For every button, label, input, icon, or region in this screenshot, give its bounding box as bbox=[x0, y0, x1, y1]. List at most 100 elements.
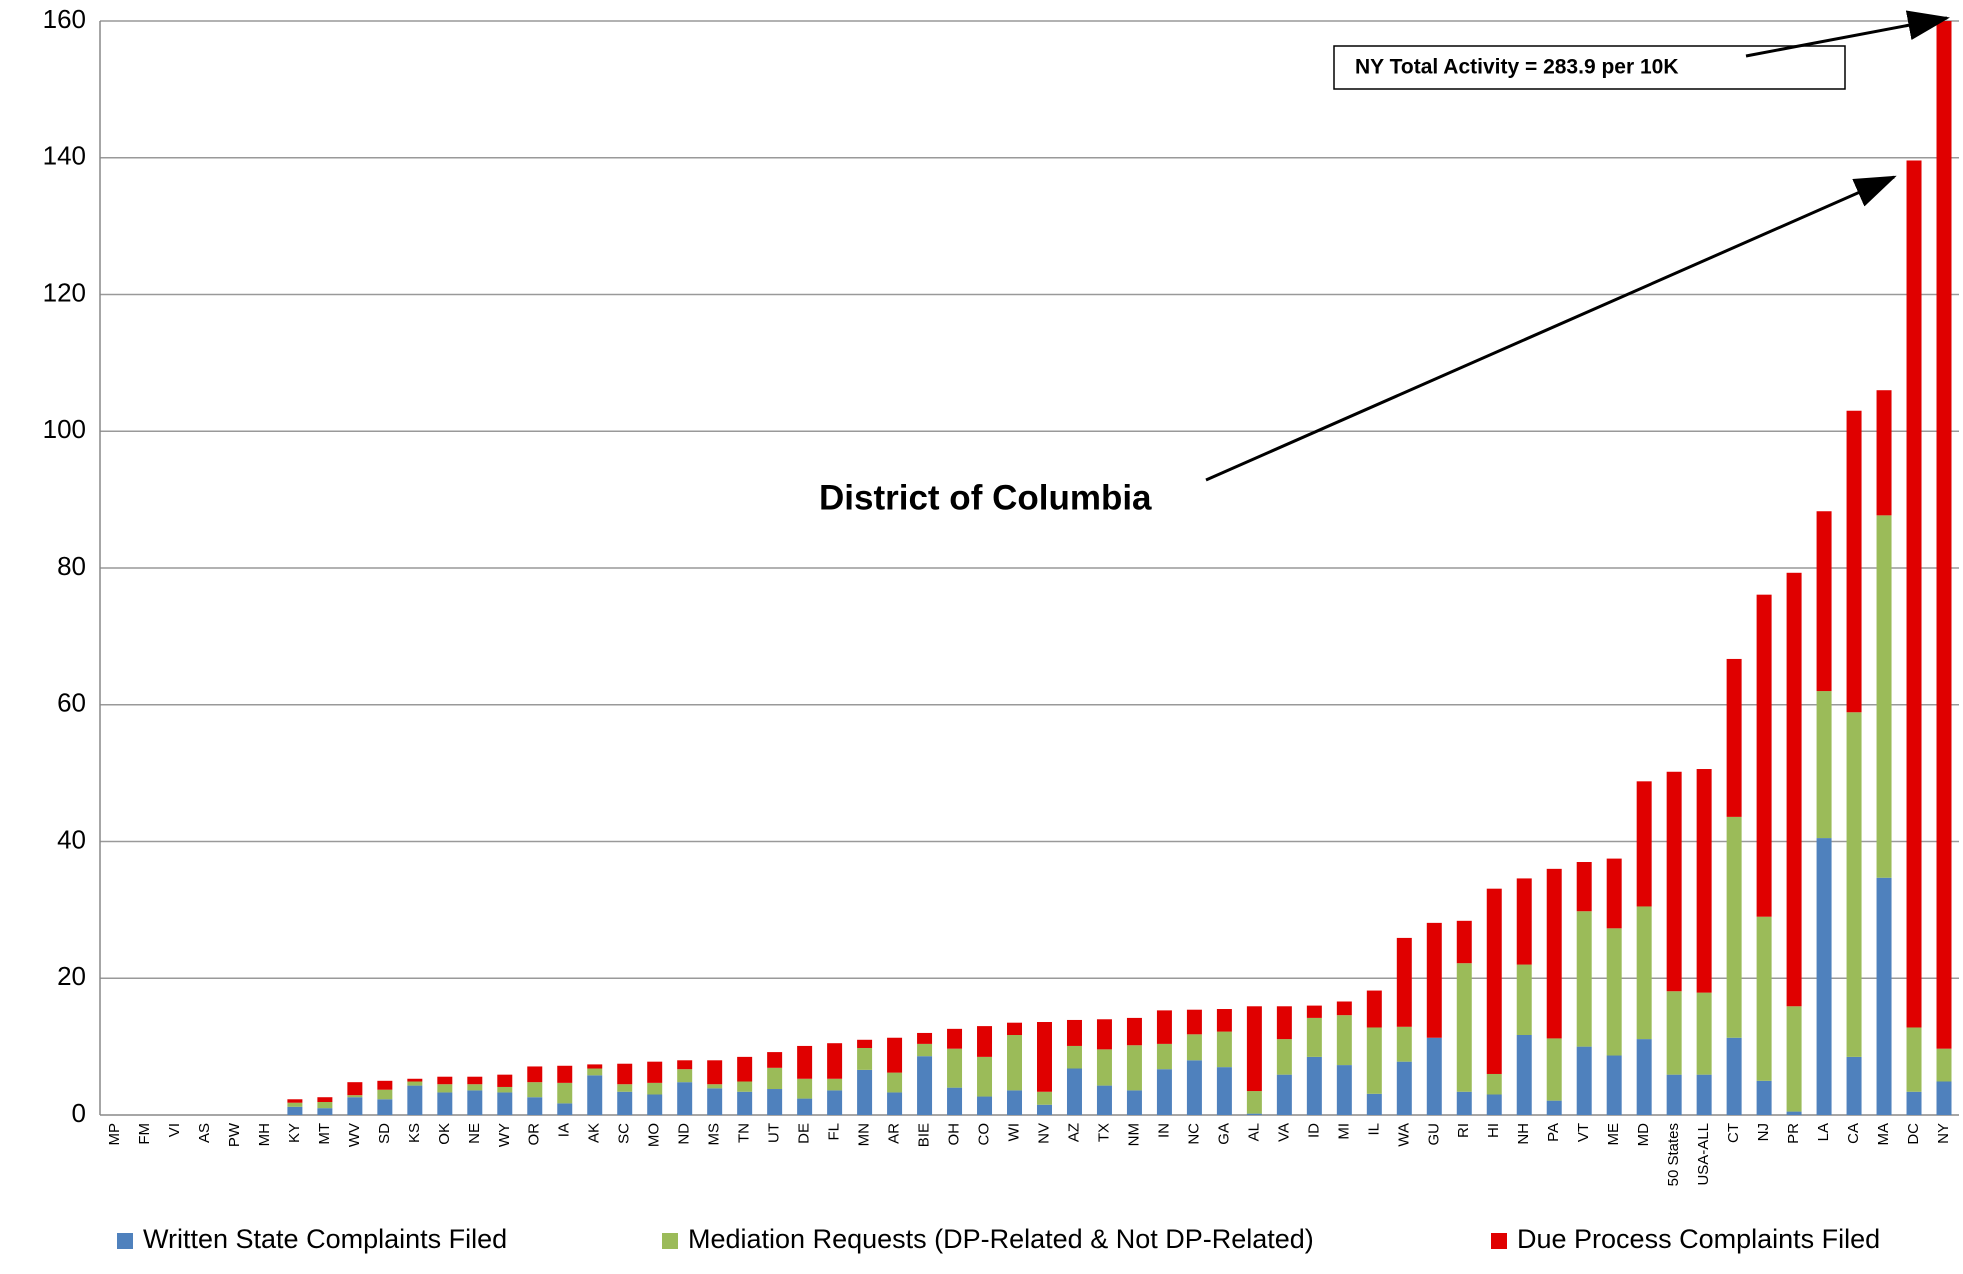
bar-segment bbox=[1576, 911, 1592, 1047]
bars bbox=[287, 21, 1952, 1115]
bar-segment bbox=[1336, 1065, 1352, 1115]
bar-segment bbox=[1816, 691, 1832, 839]
bar-segment bbox=[827, 1078, 843, 1091]
bar-segment bbox=[1906, 1027, 1922, 1092]
bar-segment bbox=[587, 1064, 603, 1069]
bar-segment bbox=[557, 1103, 573, 1115]
bar-segment bbox=[1696, 992, 1712, 1075]
grid: 0 20 40 60 80 100 120 140 160 bbox=[43, 4, 1959, 1128]
bar-segment bbox=[1456, 920, 1472, 964]
bar-segment bbox=[1546, 1038, 1562, 1101]
bar-segment bbox=[737, 1091, 753, 1115]
bar-segment bbox=[1846, 1056, 1862, 1115]
bar-segment bbox=[797, 1098, 813, 1115]
legend-label: Mediation Requests (DP-Related & Not DP-… bbox=[688, 1224, 1314, 1254]
bar-segment bbox=[887, 1037, 903, 1073]
x-tick-label: NH bbox=[1515, 1123, 1532, 1145]
legend-swatch bbox=[662, 1233, 678, 1249]
bar-segment bbox=[1426, 1037, 1442, 1115]
bar-segment bbox=[1126, 1045, 1142, 1091]
bar-segment bbox=[1336, 1001, 1352, 1016]
bar-segment bbox=[887, 1072, 903, 1093]
bar-segment bbox=[1096, 1085, 1112, 1115]
bar-segment bbox=[1786, 572, 1802, 1007]
x-tick-label: NC bbox=[1185, 1123, 1202, 1145]
bar-segment bbox=[1036, 1091, 1052, 1105]
x-tick-label: WI bbox=[1005, 1123, 1022, 1141]
bar-segment bbox=[1606, 928, 1622, 1056]
bar-segment bbox=[617, 1063, 633, 1085]
bar-segment bbox=[1007, 1035, 1023, 1091]
legend-swatch bbox=[117, 1233, 133, 1249]
bar-segment bbox=[707, 1088, 723, 1115]
y-tick-label: 80 bbox=[57, 551, 86, 581]
x-tick-label: TN bbox=[736, 1123, 753, 1143]
x-tick-label: IL bbox=[1365, 1123, 1382, 1136]
y-tick-label: 0 bbox=[72, 1098, 86, 1128]
bar-segment bbox=[1636, 1039, 1652, 1115]
bar-segment bbox=[977, 1096, 993, 1115]
bar-segment bbox=[767, 1089, 783, 1115]
bar-segment bbox=[467, 1076, 483, 1085]
x-tick-label: CA bbox=[1845, 1123, 1862, 1144]
x-tick-label: BIE bbox=[916, 1123, 933, 1147]
bar-segment bbox=[587, 1068, 603, 1076]
bar-segment bbox=[617, 1091, 633, 1115]
x-tick-label: MH bbox=[256, 1123, 273, 1146]
bar-segment bbox=[1636, 906, 1652, 1040]
bar-segment bbox=[1036, 1104, 1052, 1115]
bar-segment bbox=[1456, 1091, 1472, 1115]
bar-segment bbox=[1396, 1061, 1412, 1115]
bar-segment bbox=[1366, 1027, 1382, 1094]
bar-segment bbox=[1606, 1055, 1622, 1115]
x-tick-label: AK bbox=[586, 1123, 603, 1143]
bar-segment bbox=[827, 1090, 843, 1115]
bar-segment bbox=[647, 1061, 663, 1083]
bar-segment bbox=[617, 1084, 633, 1092]
bar-segment bbox=[1066, 1019, 1082, 1046]
bar-segment bbox=[1726, 816, 1742, 1038]
bar-segment bbox=[647, 1082, 663, 1095]
bar-segment bbox=[1156, 1043, 1172, 1070]
bar-segment bbox=[1007, 1090, 1023, 1115]
bar-segment bbox=[1366, 990, 1382, 1028]
bar-segment bbox=[1096, 1019, 1112, 1050]
x-tick-label: KY bbox=[286, 1123, 303, 1143]
bar-segment bbox=[527, 1082, 543, 1098]
bar-segment bbox=[1396, 1026, 1412, 1062]
x-tick-label: OH bbox=[946, 1123, 963, 1146]
x-tick-label: PW bbox=[226, 1122, 243, 1147]
bar-segment bbox=[677, 1060, 693, 1070]
bar-segment bbox=[707, 1084, 723, 1089]
bar-segment bbox=[947, 1087, 963, 1115]
x-tick-label: PA bbox=[1545, 1123, 1562, 1142]
bar-segment bbox=[1246, 1006, 1262, 1092]
bar-segment bbox=[1936, 1081, 1952, 1115]
bar-segment bbox=[1816, 511, 1832, 692]
bar-segment bbox=[1276, 1006, 1292, 1040]
x-tick-label: MT bbox=[316, 1123, 333, 1145]
bar-segment bbox=[1007, 1022, 1023, 1036]
bar-segment bbox=[407, 1085, 423, 1115]
x-tick-label: VI bbox=[166, 1123, 183, 1137]
x-tick-label: ID bbox=[1305, 1123, 1322, 1138]
bar-segment bbox=[527, 1066, 543, 1083]
bar-segment bbox=[287, 1102, 303, 1107]
x-tick-label: OR bbox=[526, 1123, 543, 1146]
x-tick-label: OK bbox=[436, 1123, 453, 1145]
bar-segment bbox=[1156, 1010, 1172, 1044]
bar-segment bbox=[377, 1089, 393, 1100]
bar-segment bbox=[1786, 1111, 1802, 1115]
bar-segment bbox=[1276, 1039, 1292, 1075]
arrow bbox=[1205, 175, 1897, 482]
x-tick-label: NY bbox=[1935, 1123, 1952, 1144]
bar-segment bbox=[1756, 594, 1772, 917]
bar-segment bbox=[437, 1084, 453, 1093]
bar-segment bbox=[1696, 1074, 1712, 1115]
bar-segment bbox=[917, 1056, 933, 1115]
bar-segment bbox=[1186, 1060, 1202, 1115]
x-tick-label: WA bbox=[1395, 1123, 1412, 1147]
bar-segment bbox=[1546, 1100, 1562, 1115]
